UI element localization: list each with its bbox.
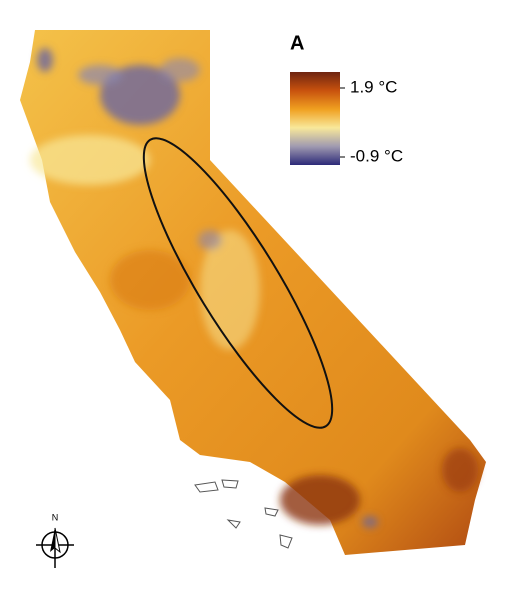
focus-ellipse	[142, 137, 334, 429]
colorbar	[290, 72, 340, 165]
legend-tick-label: 1.9 °C	[350, 77, 397, 96]
legend-tick-label: -0.9 °C	[350, 146, 403, 165]
compass-label: N	[52, 512, 59, 522]
temperature-pattern	[30, 48, 478, 528]
panel-label: A	[290, 32, 304, 54]
north-arrow: N	[36, 512, 74, 568]
color-legend: 1.9 °C -0.9 °C	[290, 72, 403, 165]
islands	[194, 479, 293, 549]
